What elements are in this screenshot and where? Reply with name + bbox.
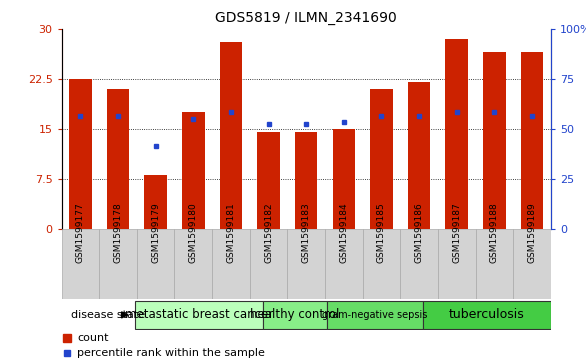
Text: disease state: disease state — [71, 310, 145, 320]
Bar — [175, 229, 212, 299]
Bar — [135, 301, 263, 329]
Bar — [295, 132, 318, 229]
Bar — [363, 229, 400, 299]
Text: GSM1599179: GSM1599179 — [151, 202, 160, 263]
Bar — [521, 52, 543, 229]
Bar — [423, 301, 551, 329]
Text: count: count — [77, 334, 108, 343]
Bar — [220, 42, 242, 229]
Bar — [445, 39, 468, 229]
Bar — [513, 229, 551, 299]
Text: GSM1599177: GSM1599177 — [76, 202, 85, 263]
Text: healthy control: healthy control — [250, 309, 340, 321]
Text: GSM1599178: GSM1599178 — [114, 202, 122, 263]
Text: GSM1599186: GSM1599186 — [415, 202, 424, 263]
Bar — [99, 229, 137, 299]
Bar — [263, 301, 327, 329]
Bar — [332, 129, 355, 229]
Bar — [137, 229, 175, 299]
Text: GSM1599187: GSM1599187 — [452, 202, 461, 263]
Text: GSM1599189: GSM1599189 — [527, 202, 537, 263]
Text: GSM1599185: GSM1599185 — [377, 202, 386, 263]
Text: percentile rank within the sample: percentile rank within the sample — [77, 348, 265, 358]
Bar — [476, 229, 513, 299]
Bar — [287, 229, 325, 299]
Bar — [400, 229, 438, 299]
Bar — [107, 89, 130, 229]
Text: metastatic breast cancer: metastatic breast cancer — [125, 309, 273, 321]
Bar — [438, 229, 476, 299]
Text: GSM1599181: GSM1599181 — [226, 202, 236, 263]
Bar — [69, 79, 91, 229]
Bar — [182, 112, 205, 229]
Bar — [483, 52, 506, 229]
Bar — [327, 301, 423, 329]
Bar — [250, 229, 287, 299]
Text: GSM1599188: GSM1599188 — [490, 202, 499, 263]
Bar — [212, 229, 250, 299]
Bar — [144, 175, 167, 229]
Title: GDS5819 / ILMN_2341690: GDS5819 / ILMN_2341690 — [215, 11, 397, 25]
Text: GSM1599184: GSM1599184 — [339, 202, 348, 263]
Text: GSM1599182: GSM1599182 — [264, 202, 273, 263]
Bar — [62, 229, 99, 299]
Text: gram-negative sepsis: gram-negative sepsis — [322, 310, 428, 320]
Text: tuberculosis: tuberculosis — [449, 309, 524, 321]
Bar — [408, 82, 430, 229]
Text: GSM1599180: GSM1599180 — [189, 202, 197, 263]
Bar — [370, 89, 393, 229]
Bar — [257, 132, 280, 229]
Text: GSM1599183: GSM1599183 — [302, 202, 311, 263]
Bar — [325, 229, 363, 299]
